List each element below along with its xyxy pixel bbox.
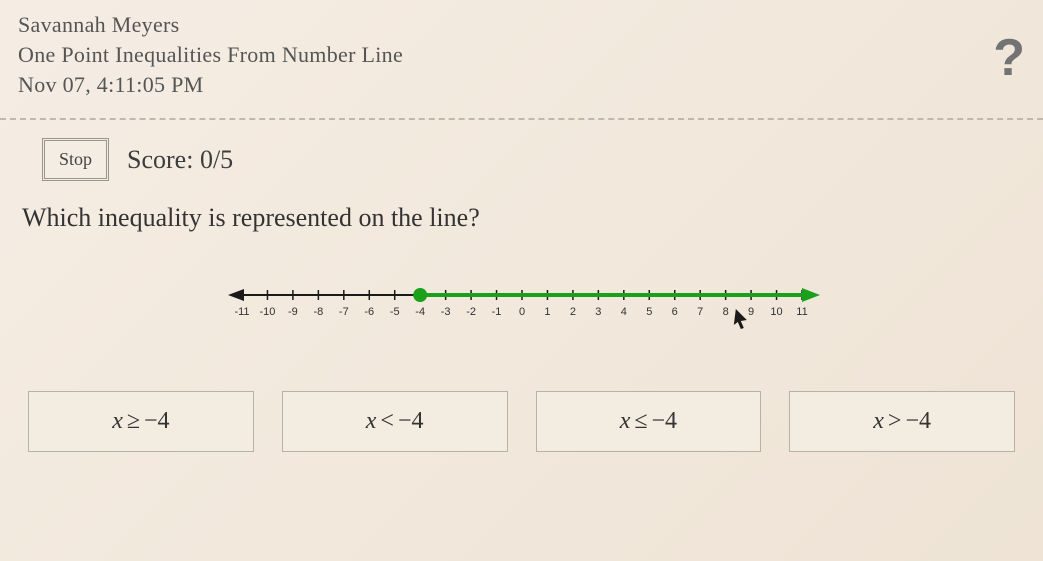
answer-option-2[interactable]: x≤−4 xyxy=(536,391,762,452)
svg-text:11: 11 xyxy=(796,306,807,318)
answer-option-3[interactable]: x>−4 xyxy=(789,391,1015,452)
stop-button[interactable]: Stop xyxy=(42,138,109,181)
svg-text:-8: -8 xyxy=(313,306,323,318)
svg-text:-7: -7 xyxy=(338,306,348,318)
svg-text:2: 2 xyxy=(569,306,575,318)
number-line-container: -11-10-9-8-7-6-5-4-3-2-101234567891011 xyxy=(0,273,1043,343)
svg-text:6: 6 xyxy=(671,306,677,318)
svg-text:-11: -11 xyxy=(234,306,249,318)
svg-text:7: 7 xyxy=(697,306,703,318)
divider xyxy=(0,118,1043,120)
svg-text:-9: -9 xyxy=(288,306,298,318)
answer-option-0[interactable]: x≥−4 xyxy=(28,391,254,452)
svg-text:1: 1 xyxy=(544,306,550,318)
question-text: Which inequality is represented on the l… xyxy=(0,203,1043,233)
answer-option-1[interactable]: x<−4 xyxy=(282,391,508,452)
svg-text:8: 8 xyxy=(722,306,728,318)
help-icon[interactable]: ? xyxy=(993,28,1025,88)
svg-text:-10: -10 xyxy=(259,306,275,318)
number-line: -11-10-9-8-7-6-5-4-3-2-101234567891011 xyxy=(212,273,832,343)
assignment-title: One Point Inequalities From Number Line xyxy=(18,42,1025,68)
header: Savannah Meyers One Point Inequalities F… xyxy=(0,0,1043,112)
svg-text:0: 0 xyxy=(518,306,524,318)
student-name: Savannah Meyers xyxy=(18,12,1025,38)
score-label: Score: 0/5 xyxy=(127,145,233,175)
svg-text:-5: -5 xyxy=(389,306,399,318)
svg-text:-2: -2 xyxy=(466,306,476,318)
svg-text:9: 9 xyxy=(748,306,754,318)
svg-text:5: 5 xyxy=(646,306,652,318)
controls-row: Stop Score: 0/5 xyxy=(0,138,1043,181)
svg-text:-6: -6 xyxy=(364,306,374,318)
svg-text:10: 10 xyxy=(770,306,782,318)
svg-text:4: 4 xyxy=(620,306,626,318)
svg-text:-1: -1 xyxy=(491,306,501,318)
svg-text:-3: -3 xyxy=(440,306,450,318)
answer-row: x≥−4 x<−4 x≤−4 x>−4 xyxy=(0,391,1043,452)
svg-text:-4: -4 xyxy=(415,306,425,318)
svg-text:3: 3 xyxy=(595,306,601,318)
timestamp: Nov 07, 4:11:05 PM xyxy=(18,72,1025,98)
